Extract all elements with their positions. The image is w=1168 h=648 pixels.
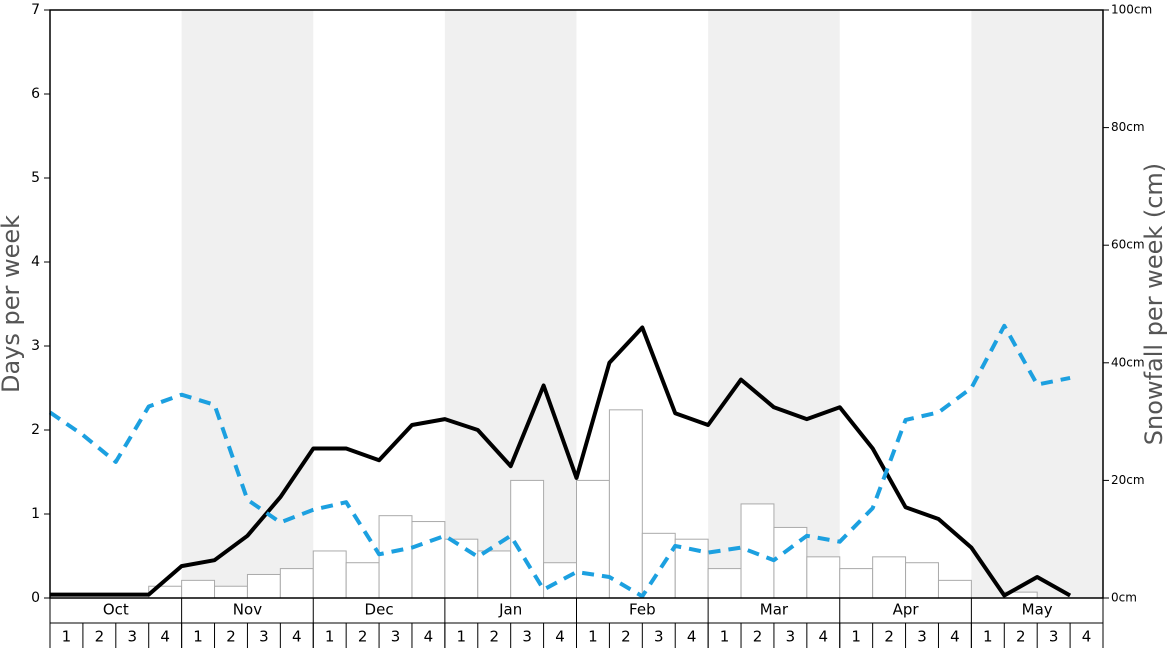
y2-tick-label: 20cm [1111, 473, 1145, 487]
week-label: 2 [753, 628, 763, 646]
snowfall-bar [872, 556, 907, 599]
line [50, 325, 1072, 598]
snowfall-bar [279, 568, 314, 599]
week-label: 2 [621, 628, 631, 646]
y-tick-label: 4 [31, 254, 40, 270]
y-tick-label: 3 [31, 338, 40, 354]
week-label: 3 [391, 628, 401, 646]
snowfall-bar [444, 538, 479, 599]
snowfall-bar [378, 515, 413, 599]
snowfall-bar [839, 568, 874, 599]
month-band [708, 10, 840, 598]
week-label: 1 [720, 628, 730, 646]
snowfall-bar [641, 532, 676, 599]
snowfall-bar [214, 585, 248, 599]
week-label: 3 [786, 628, 796, 646]
y2-axis-title: Snowfall per week (cm) [1140, 163, 1168, 445]
week-label: 2 [95, 628, 105, 646]
week-label: 1 [983, 628, 993, 646]
week-label: 4 [292, 628, 302, 646]
y-tick-label: 1 [31, 506, 40, 522]
y2-tick-label: 0cm [1111, 591, 1137, 605]
month-label: Dec [365, 601, 394, 619]
snowfall-bar [312, 550, 347, 599]
snowfall-bar [411, 521, 446, 599]
week-label: 3 [522, 628, 532, 646]
dashed-line [48, 323, 1071, 599]
week-label: 4 [160, 628, 170, 646]
y-tick-label: 2 [31, 422, 40, 438]
week-label: 2 [884, 628, 894, 646]
week-label: 4 [424, 628, 434, 646]
month-label: Apr [893, 601, 920, 619]
week-label: 3 [917, 628, 927, 646]
week-label: 3 [259, 628, 269, 646]
y2-tick-label: 40cm [1111, 355, 1145, 369]
snowfall-bar [740, 503, 775, 599]
week-label: 4 [1082, 628, 1092, 646]
month-band [971, 10, 1103, 598]
month-band [181, 10, 314, 598]
snowfall-bar [543, 562, 577, 599]
week-label: 1 [588, 628, 598, 646]
y2-tick-label: 80cm [1111, 120, 1145, 134]
snowfall-bar [905, 562, 939, 599]
week-label: 4 [819, 628, 829, 646]
week-label: 2 [489, 628, 499, 646]
month-label: Nov [233, 601, 262, 619]
week-label: 3 [654, 628, 664, 646]
month-label: Oct [103, 601, 129, 619]
y2-tick-label: 100cm [1111, 3, 1152, 17]
y-tick-label: 5 [31, 170, 40, 186]
y-axis-title: Days per week [0, 215, 25, 393]
month-label: Feb [629, 601, 656, 619]
snowfall-bar [181, 579, 216, 599]
snowfall-bar [477, 550, 512, 599]
y-tick-label: 0 [31, 590, 40, 606]
y-tick-label: 6 [31, 86, 40, 102]
month-label: May [1022, 601, 1053, 619]
week-label: 3 [1049, 628, 1059, 646]
y2-tick-label: 60cm [1111, 238, 1145, 252]
week-label: 1 [193, 628, 203, 646]
week-label: 4 [555, 628, 565, 646]
snowfall-bar [608, 409, 643, 599]
week-label: 4 [950, 628, 960, 646]
snowfall-bar [246, 573, 281, 599]
week-label: 4 [687, 628, 697, 646]
snowfall-bar [707, 568, 742, 599]
week-label: 2 [358, 628, 368, 646]
week-label: 1 [457, 628, 467, 646]
snowfall-bar [576, 479, 610, 599]
month-label: Mar [760, 601, 789, 619]
week-label: 1 [851, 628, 861, 646]
week-label: 2 [1016, 628, 1026, 646]
y-tick-label: 7 [31, 2, 40, 18]
snowfall-bar [345, 562, 380, 599]
week-label: 1 [325, 628, 335, 646]
month-label: Jan [498, 601, 522, 619]
week-label: 2 [226, 628, 236, 646]
week-label: 1 [62, 628, 72, 646]
week-label: 3 [127, 628, 137, 646]
snowfall-bar [937, 579, 972, 599]
snowfall-bar [806, 556, 841, 599]
